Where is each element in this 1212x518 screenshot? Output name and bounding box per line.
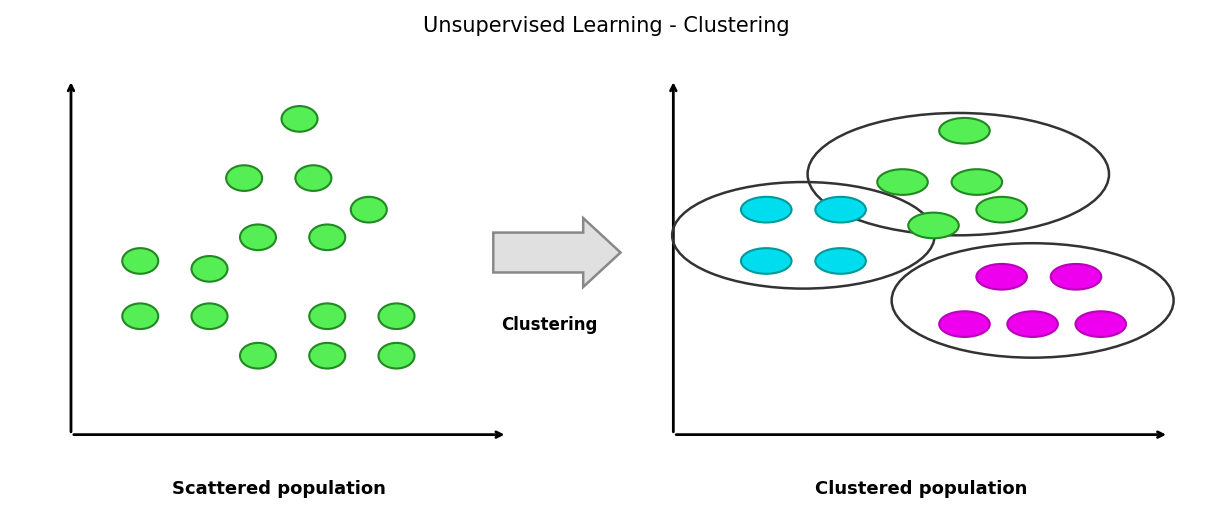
Ellipse shape xyxy=(1007,311,1058,337)
Ellipse shape xyxy=(309,304,345,329)
Ellipse shape xyxy=(877,169,928,195)
Ellipse shape xyxy=(309,343,345,368)
FancyArrow shape xyxy=(493,218,621,287)
Ellipse shape xyxy=(309,224,345,250)
Ellipse shape xyxy=(240,224,276,250)
Ellipse shape xyxy=(1051,264,1102,290)
Ellipse shape xyxy=(281,106,318,132)
Ellipse shape xyxy=(816,197,865,223)
Ellipse shape xyxy=(977,264,1027,290)
Text: Unsupervised Learning - Clustering: Unsupervised Learning - Clustering xyxy=(423,16,789,36)
Ellipse shape xyxy=(296,165,331,191)
Ellipse shape xyxy=(741,248,791,274)
Ellipse shape xyxy=(1075,311,1126,337)
X-axis label: Scattered population: Scattered population xyxy=(172,480,385,498)
Ellipse shape xyxy=(816,248,865,274)
Ellipse shape xyxy=(122,304,159,329)
Ellipse shape xyxy=(122,248,159,274)
Text: Clustering: Clustering xyxy=(501,316,598,334)
Ellipse shape xyxy=(227,165,262,191)
Ellipse shape xyxy=(908,212,959,238)
X-axis label: Clustered population: Clustered population xyxy=(814,480,1028,498)
Ellipse shape xyxy=(350,197,387,223)
Ellipse shape xyxy=(741,197,791,223)
Ellipse shape xyxy=(378,343,415,368)
Ellipse shape xyxy=(191,256,228,282)
Ellipse shape xyxy=(378,304,415,329)
Ellipse shape xyxy=(240,343,276,368)
Ellipse shape xyxy=(977,197,1027,223)
Ellipse shape xyxy=(191,304,228,329)
Ellipse shape xyxy=(939,118,990,143)
Ellipse shape xyxy=(939,311,990,337)
Ellipse shape xyxy=(951,169,1002,195)
